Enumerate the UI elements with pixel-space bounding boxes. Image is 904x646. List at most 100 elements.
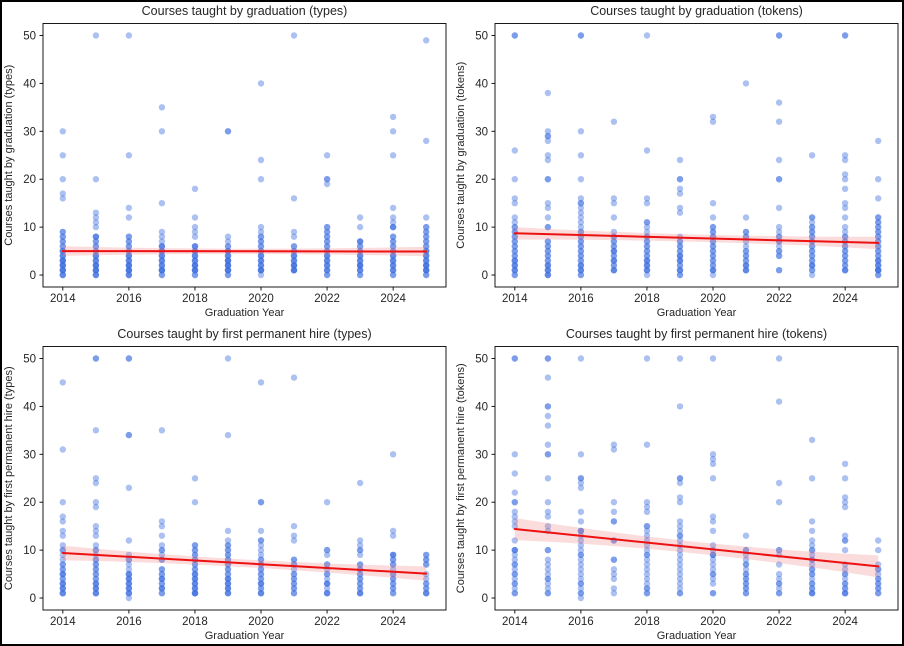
data-point <box>808 590 816 597</box>
data-point <box>125 257 133 264</box>
data-point <box>610 118 618 125</box>
data-point <box>125 570 133 578</box>
data-point <box>643 267 651 274</box>
data-point <box>92 570 100 578</box>
data-point <box>257 537 265 544</box>
data-point <box>158 262 166 269</box>
data-point <box>544 156 552 164</box>
data-point <box>511 257 518 264</box>
data-point <box>511 247 518 255</box>
data-point <box>775 243 783 250</box>
data-point <box>323 585 331 592</box>
data-point <box>676 475 684 482</box>
data-point <box>59 590 66 597</box>
data-point <box>742 267 750 274</box>
data-point <box>125 267 133 274</box>
data-point <box>709 252 717 260</box>
data-point <box>257 556 265 563</box>
data-point <box>709 561 717 568</box>
data-point <box>643 580 651 587</box>
data-point <box>875 590 882 597</box>
data-point <box>808 590 816 597</box>
data-point <box>224 585 232 592</box>
y-tick-label: 30 <box>23 449 36 461</box>
data-point <box>125 575 133 583</box>
data-point <box>577 271 585 279</box>
y-tick-label: 40 <box>475 78 488 90</box>
data-point <box>224 128 232 135</box>
data-point <box>125 32 133 39</box>
data-point <box>389 113 397 121</box>
data-point <box>875 228 882 236</box>
data-point <box>676 518 684 525</box>
data-point <box>577 585 585 592</box>
data-point <box>544 252 552 260</box>
data-point <box>577 355 585 362</box>
data-point <box>323 223 331 231</box>
data-point <box>775 99 783 106</box>
data-point <box>356 271 364 279</box>
data-point <box>158 262 166 269</box>
data-point <box>544 214 552 221</box>
data-point <box>92 580 100 587</box>
x-tick-label: 2024 <box>832 293 858 305</box>
data-point <box>577 252 585 260</box>
data-point <box>841 585 849 592</box>
data-point <box>610 257 618 264</box>
data-point <box>511 247 518 255</box>
data-point <box>709 551 717 559</box>
data-point <box>125 590 133 597</box>
data-point <box>709 257 717 264</box>
data-point <box>808 262 816 269</box>
data-point <box>290 257 298 264</box>
data-point <box>125 580 133 587</box>
data-point <box>323 499 331 506</box>
data-point <box>224 570 232 578</box>
data-point <box>841 252 849 260</box>
data-point <box>92 257 100 264</box>
data-point <box>676 252 684 260</box>
data-point <box>808 219 816 226</box>
data-point <box>356 257 364 264</box>
data-point <box>423 223 430 231</box>
data-point <box>875 262 882 269</box>
data-point <box>577 580 585 587</box>
data-point <box>389 267 397 274</box>
data-point <box>356 243 364 250</box>
data-point <box>841 537 849 544</box>
data-point <box>323 180 331 188</box>
data-point <box>808 527 816 535</box>
data-point <box>511 580 518 587</box>
data-point <box>808 267 816 274</box>
data-point <box>257 546 265 554</box>
data-point <box>577 570 585 578</box>
data-point <box>808 252 816 260</box>
data-point <box>643 238 651 245</box>
data-point <box>323 262 331 269</box>
data-point <box>92 590 100 597</box>
data-point <box>676 355 684 362</box>
data-point <box>742 580 750 587</box>
data-point <box>775 223 783 231</box>
y-tick-label: 30 <box>475 126 488 138</box>
data-point <box>59 271 66 279</box>
y-tick-label: 0 <box>482 593 488 605</box>
data-point <box>709 267 717 274</box>
data-point <box>59 570 66 578</box>
data-point <box>191 542 199 549</box>
data-point <box>610 195 618 202</box>
chart-title: Courses taught by graduation (types) <box>142 4 348 18</box>
data-point <box>257 499 265 506</box>
data-point <box>356 580 364 587</box>
data-point <box>709 570 717 578</box>
data-point <box>610 247 618 255</box>
chart-title: Courses taught by first permanent hire (… <box>566 327 827 341</box>
x-tick-label: 2020 <box>700 293 726 305</box>
data-point <box>389 267 397 274</box>
data-point <box>775 176 783 183</box>
data-point <box>709 460 717 468</box>
data-point <box>59 575 66 583</box>
data-point <box>224 546 232 554</box>
data-point <box>610 247 618 255</box>
data-point <box>808 214 816 221</box>
